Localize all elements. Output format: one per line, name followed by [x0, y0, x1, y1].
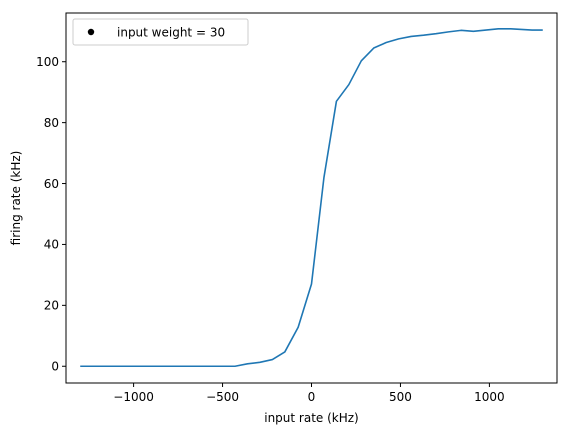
y-axis: 0 20 40 60 80 100 — [36, 55, 66, 374]
legend-entry-label: input weight = 30 — [117, 26, 225, 40]
plot-area — [80, 28, 543, 368]
y-tick-label: 40 — [44, 238, 59, 252]
y-tick-label: 80 — [44, 116, 59, 130]
x-tick-label: −500 — [206, 390, 239, 404]
legend-marker-dot — [87, 28, 95, 36]
x-tick-label: 1000 — [474, 390, 505, 404]
legend-box — [72, 18, 249, 46]
x-tick-label: 0 — [308, 390, 316, 404]
y-tick-label: 0 — [51, 360, 59, 374]
x-axis-label: input rate (kHz) — [264, 411, 359, 425]
x-tick-label: 500 — [389, 390, 412, 404]
y-axis-label: firing rate (kHz) — [9, 151, 23, 246]
x-axis: −1000 −500 0 500 1000 — [113, 383, 505, 404]
y-tick-label: 100 — [36, 55, 59, 69]
axes-frame — [65, 12, 558, 384]
x-tick-label: −1000 — [113, 390, 154, 404]
y-tick-label: 20 — [44, 299, 59, 313]
y-tick-label: 60 — [44, 177, 59, 191]
legend: input weight = 30 — [72, 18, 249, 46]
series-line — [80, 28, 543, 368]
